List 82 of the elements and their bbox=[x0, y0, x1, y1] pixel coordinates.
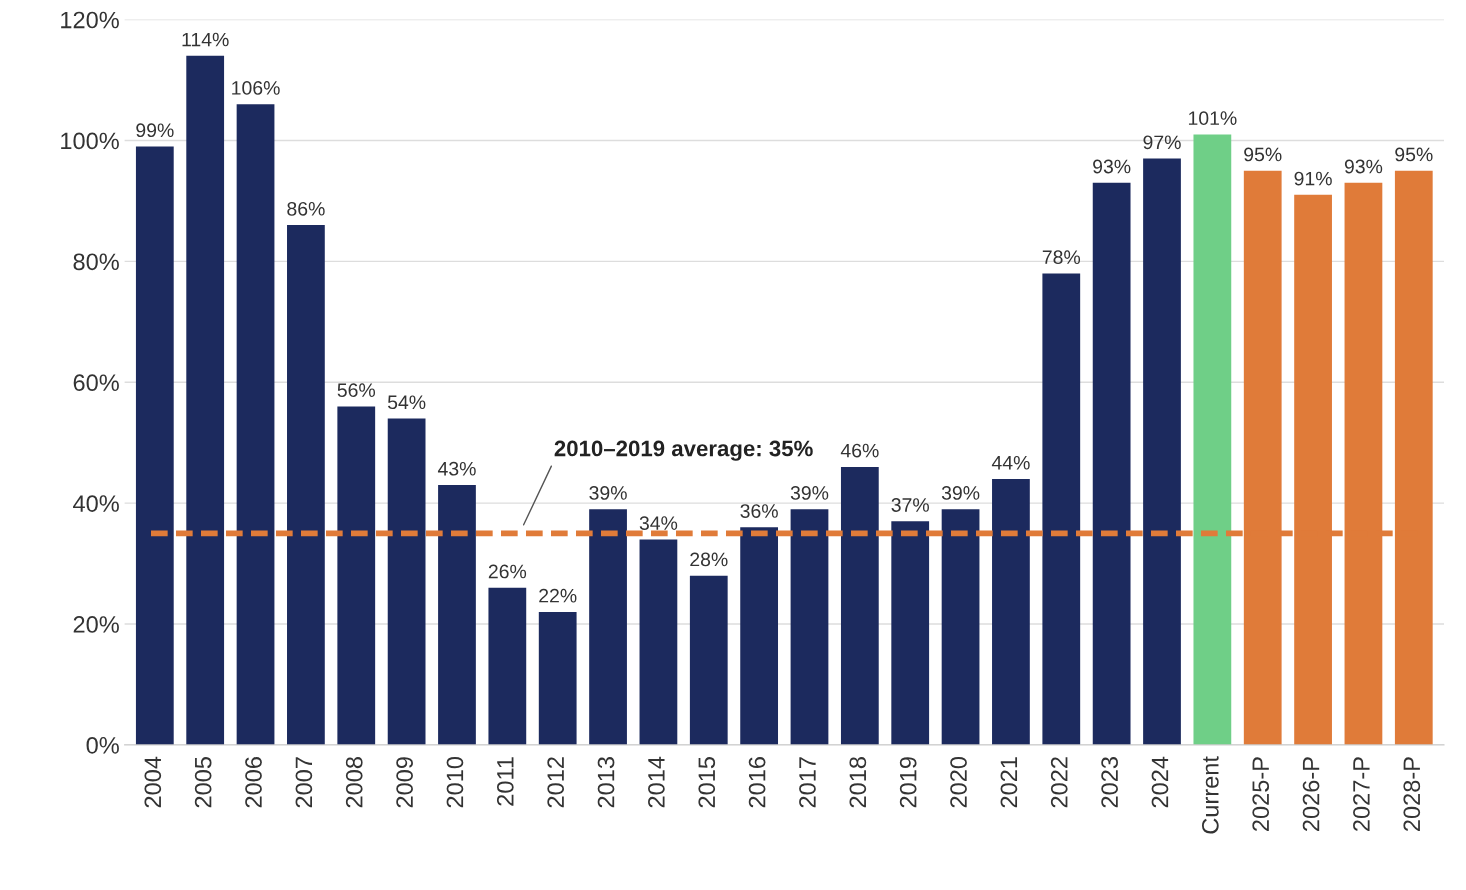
x-tick-label: 2019 bbox=[899, 757, 917, 808]
data-label: 97% bbox=[1143, 135, 1181, 150]
x-tick-label: 2006 bbox=[245, 757, 262, 808]
bar bbox=[891, 521, 930, 745]
bar bbox=[790, 509, 829, 745]
y-tick-label: 120% bbox=[61, 11, 119, 29]
bar bbox=[740, 527, 779, 745]
bar bbox=[992, 478, 1030, 745]
x-tick-label: 2015 bbox=[698, 757, 716, 808]
data-label: 34% bbox=[639, 516, 678, 531]
data-label: 37% bbox=[891, 498, 929, 512]
data-label: 78% bbox=[1042, 250, 1081, 265]
data-label: 28% bbox=[690, 552, 728, 567]
bar bbox=[135, 146, 174, 745]
data-label: 22% bbox=[539, 588, 577, 603]
data-label: 99% bbox=[136, 123, 174, 138]
x-tick-label: 2018 bbox=[849, 757, 867, 808]
bar bbox=[438, 485, 476, 745]
x-tick-label: 2022 bbox=[1050, 757, 1068, 808]
bar bbox=[941, 509, 980, 745]
bar bbox=[1092, 182, 1131, 745]
y-tick-label: 40% bbox=[73, 495, 119, 512]
data-label: 91% bbox=[1294, 171, 1332, 186]
data-label: 56% bbox=[337, 383, 376, 398]
bar bbox=[840, 466, 879, 745]
data-label: 39% bbox=[790, 486, 829, 500]
data-label: 54% bbox=[387, 395, 426, 410]
x-tick-label: 2005 bbox=[194, 757, 212, 808]
bar bbox=[488, 587, 527, 745]
x-tick-label: 2014 bbox=[648, 756, 665, 808]
data-label: 95% bbox=[1395, 147, 1433, 162]
x-tick-label: Current bbox=[1201, 756, 1219, 834]
data-label: 26% bbox=[488, 564, 527, 579]
x-tick-label: 2010 bbox=[446, 756, 464, 808]
x-tick-label: 2027-P bbox=[1353, 757, 1370, 831]
bar bbox=[589, 509, 627, 745]
x-tick-label: 2008 bbox=[345, 757, 363, 808]
data-label: 95% bbox=[1244, 147, 1282, 162]
data-label: 114% bbox=[182, 32, 229, 47]
x-tick-label: 2012 bbox=[547, 757, 565, 808]
data-label: 93% bbox=[1093, 159, 1131, 174]
x-tick-label: 2024 bbox=[1151, 756, 1169, 808]
bar bbox=[287, 225, 325, 745]
data-label: 39% bbox=[941, 486, 980, 500]
bar bbox=[1193, 134, 1232, 745]
bar bbox=[689, 575, 728, 745]
bar bbox=[236, 104, 275, 745]
bar bbox=[639, 539, 678, 745]
data-label: 43% bbox=[437, 461, 476, 476]
bar bbox=[186, 55, 225, 745]
x-tick-label: 2023 bbox=[1101, 757, 1118, 808]
data-label: 44% bbox=[991, 455, 1030, 470]
bar bbox=[1143, 158, 1181, 745]
x-tick-label: 2004 bbox=[144, 756, 162, 808]
x-tick-label: 2013 bbox=[597, 757, 615, 808]
data-label: 36% bbox=[740, 504, 778, 518]
data-label: 93% bbox=[1344, 159, 1383, 174]
x-tick-label: 2017 bbox=[799, 757, 816, 808]
y-tick-label: 60% bbox=[73, 374, 119, 392]
y-tick-label: 20% bbox=[73, 616, 119, 633]
data-label: 106% bbox=[232, 81, 280, 95]
x-tick-label: 2011 bbox=[496, 757, 514, 806]
y-tick-label: 0% bbox=[86, 737, 119, 754]
x-tick-label: 2016 bbox=[748, 757, 766, 808]
x-tick-label: 2026-P bbox=[1302, 757, 1320, 831]
data-label: 101% bbox=[1188, 111, 1237, 126]
x-tick-label: 2020 bbox=[950, 756, 967, 808]
data-label: 86% bbox=[287, 201, 325, 216]
bar bbox=[387, 418, 426, 745]
x-tick-label: 2021 bbox=[1000, 757, 1018, 808]
ref-line-label: 2010–2019 average: 35% bbox=[554, 440, 813, 461]
data-label: 39% bbox=[589, 486, 627, 500]
y-tick-label: 100% bbox=[61, 132, 119, 150]
x-tick-label: 2007 bbox=[295, 757, 313, 808]
bar bbox=[538, 611, 577, 745]
bar bbox=[1042, 273, 1081, 745]
y-tick-label: 80% bbox=[73, 253, 119, 271]
x-tick-label: 2009 bbox=[396, 757, 413, 808]
x-tick-label: 2028-P bbox=[1403, 757, 1421, 831]
data-label: 46% bbox=[840, 443, 879, 458]
x-tick-label: 2025-P bbox=[1252, 757, 1270, 831]
bar bbox=[337, 406, 376, 745]
